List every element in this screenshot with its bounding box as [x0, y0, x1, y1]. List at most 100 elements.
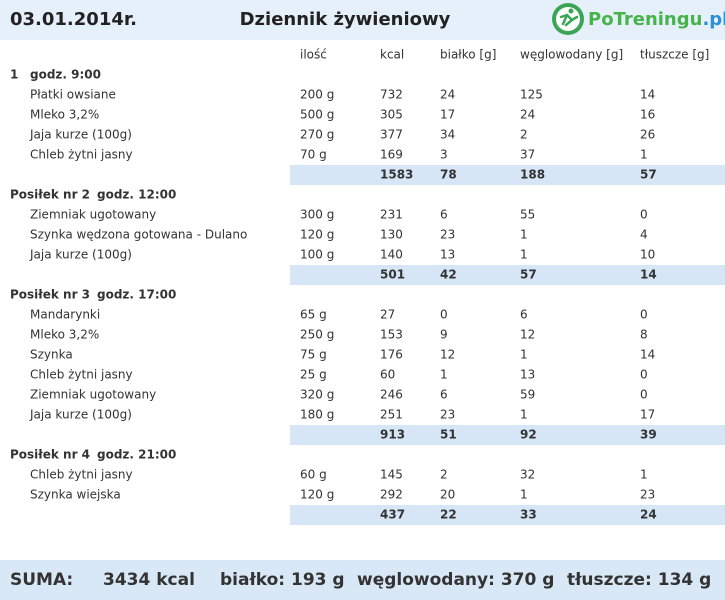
meal-time: godz. 9:00	[30, 68, 101, 82]
column-header: węglowodany [g]	[520, 48, 623, 62]
item-cell: 0	[640, 308, 648, 322]
item-cell: 300 g	[300, 208, 334, 222]
item-cell: 2	[520, 128, 528, 142]
item-cell: 320 g	[300, 388, 334, 402]
item-cell: 1	[520, 228, 528, 242]
total-band	[290, 425, 725, 445]
summary-protein: białko: 193 g	[220, 570, 345, 590]
item-name: Ziemniak ugotowany	[30, 208, 156, 222]
logo-name-text: PoTreningu	[588, 9, 702, 30]
summary-band	[0, 560, 725, 600]
column-header: kcal	[380, 48, 404, 62]
item-cell: 145	[380, 468, 403, 482]
item-cell: 0	[640, 208, 648, 222]
item-cell: 6	[440, 388, 448, 402]
total-cell: 24	[640, 508, 657, 522]
item-name: Chleb żytni jasny	[30, 148, 133, 162]
item-cell: 6	[440, 208, 448, 222]
item-cell: 120 g	[300, 488, 334, 502]
item-cell: 14	[640, 348, 655, 362]
item-cell: 8	[640, 328, 648, 342]
total-cell: 14	[640, 268, 657, 282]
total-cell: 57	[640, 168, 657, 182]
item-cell: 130	[380, 228, 403, 242]
logo: PoTreningu.pl	[552, 3, 725, 35]
item-cell: 176	[380, 348, 403, 362]
item-cell: 1	[520, 348, 528, 362]
item-cell: 17	[440, 108, 455, 122]
total-cell: 33	[520, 508, 537, 522]
item-cell: 250 g	[300, 328, 334, 342]
item-cell: 24	[520, 108, 535, 122]
meal-name: Posiłek nr 3	[10, 288, 90, 302]
item-cell: 9	[440, 328, 448, 342]
item-name: Mandarynki	[30, 308, 100, 322]
total-cell: 78	[440, 168, 457, 182]
item-cell: 120 g	[300, 228, 334, 242]
item-cell: 1	[520, 248, 528, 262]
item-cell: 13	[440, 248, 455, 262]
item-cell: 0	[640, 388, 648, 402]
item-cell: 34	[440, 128, 455, 142]
item-cell: 16	[640, 108, 655, 122]
item-cell: 1	[520, 488, 528, 502]
item-cell: 13	[520, 368, 535, 382]
total-cell: 22	[440, 508, 457, 522]
item-cell: 1	[640, 468, 648, 482]
item-name: Szynka	[30, 348, 73, 362]
item-name: Szynka wiejska	[30, 488, 121, 502]
item-cell: 26	[640, 128, 655, 142]
column-header: ilość	[300, 48, 327, 62]
summary-kcal: 3434 kcal	[103, 570, 195, 590]
item-cell: 200 g	[300, 88, 334, 102]
column-header: tłuszcze [g]	[640, 48, 709, 62]
meal-time: godz. 21:00	[97, 448, 176, 462]
item-cell: 100 g	[300, 248, 334, 262]
logo-name: PoTreningu.pl	[588, 9, 725, 30]
total-cell: 501	[380, 268, 405, 282]
item-cell: 153	[380, 328, 403, 342]
item-cell: 125	[520, 88, 543, 102]
item-cell: 2	[440, 468, 448, 482]
item-cell: 0	[440, 308, 448, 322]
total-band	[290, 265, 725, 285]
item-name: Ziemniak ugotowany	[30, 388, 156, 402]
item-cell: 23	[440, 228, 455, 242]
logo-domain: .pl	[702, 9, 725, 30]
item-cell: 10	[640, 248, 655, 262]
item-name: Mleko 3,2%	[30, 108, 99, 122]
item-cell: 180 g	[300, 408, 334, 422]
item-cell: 55	[520, 208, 535, 222]
meal-time: godz. 12:00	[97, 188, 176, 202]
meal-name: 1	[10, 68, 18, 82]
item-cell: 65 g	[300, 308, 327, 322]
total-cell: 437	[380, 508, 405, 522]
total-cell: 42	[440, 268, 457, 282]
item-cell: 27	[380, 308, 395, 322]
total-band	[290, 505, 725, 525]
item-cell: 140	[380, 248, 403, 262]
meal-name: Posiłek nr 2	[10, 188, 90, 202]
total-cell: 1583	[380, 168, 413, 182]
item-cell: 1	[440, 368, 448, 382]
item-cell: 1	[640, 148, 648, 162]
summary-fat: tłuszcze: 134 g	[567, 570, 711, 590]
item-cell: 24	[440, 88, 455, 102]
item-cell: 292	[380, 488, 403, 502]
item-name: Chleb żytni jasny	[30, 368, 133, 382]
item-name: Jaja kurze (100g)	[29, 128, 132, 142]
total-cell: 51	[440, 428, 457, 442]
total-cell: 57	[520, 268, 537, 282]
item-cell: 70 g	[300, 148, 327, 162]
item-cell: 4	[640, 228, 648, 242]
total-cell: 913	[380, 428, 405, 442]
item-name: Jaja kurze (100g)	[29, 408, 132, 422]
item-cell: 377	[380, 128, 403, 142]
summary-carbs: węglowodany: 370 g	[357, 570, 554, 590]
meal-name: Posiłek nr 4	[10, 448, 90, 462]
item-cell: 0	[640, 368, 648, 382]
item-cell: 246	[380, 388, 403, 402]
item-cell: 37	[520, 148, 535, 162]
item-cell: 17	[640, 408, 655, 422]
